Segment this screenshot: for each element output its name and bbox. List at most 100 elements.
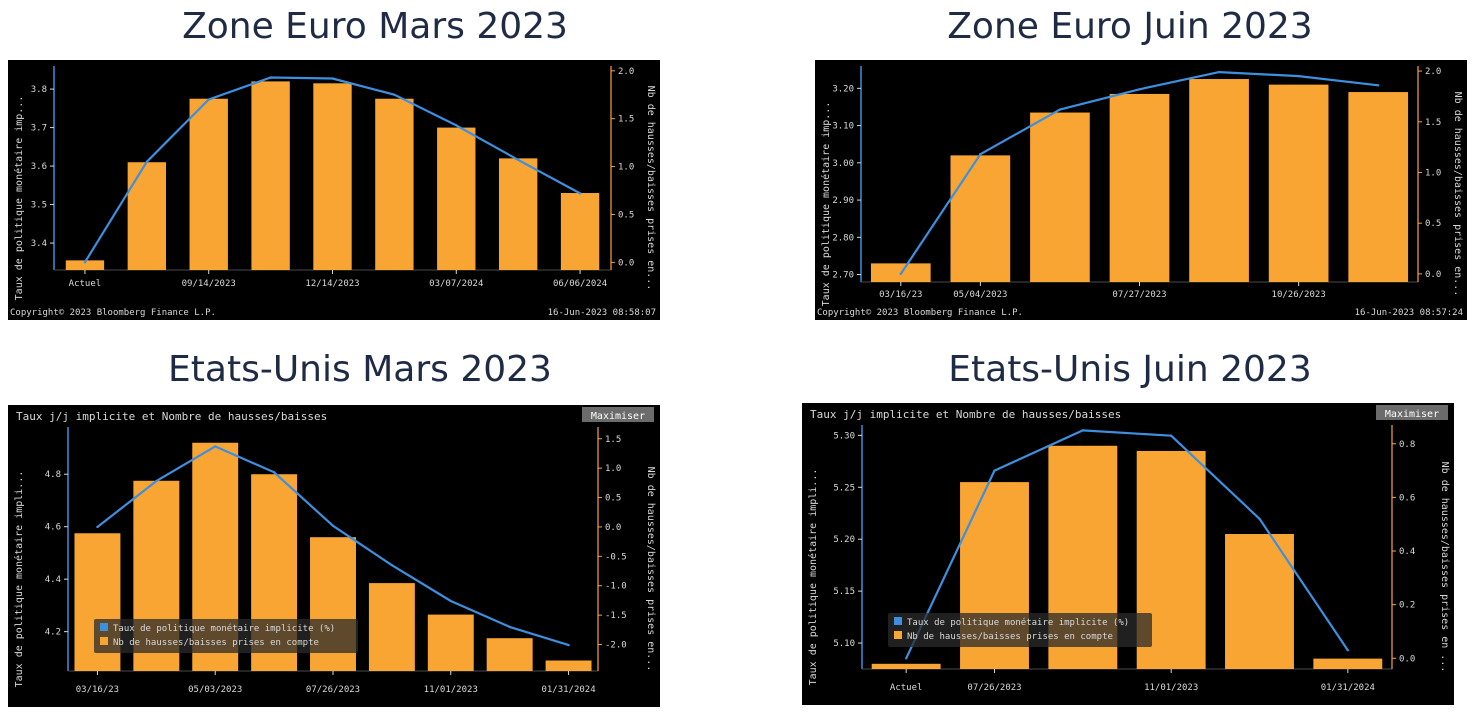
line-point — [455, 124, 458, 127]
y2-tick-label: 0.0 — [605, 523, 621, 533]
x-tick-label: 10/26/2023 — [1272, 290, 1326, 300]
y2-tick-label: 0.8 — [1399, 440, 1415, 450]
y-axis-title: Taux de politique monétaire imp... — [13, 96, 25, 301]
y2-tick-label: 1.5 — [1425, 118, 1441, 128]
bar — [545, 660, 592, 671]
y-tick-label: 5.20 — [833, 535, 855, 545]
bar — [251, 81, 290, 270]
x-tick-label: Actuel — [890, 683, 923, 693]
maximize-button: Maximiser — [1385, 409, 1439, 420]
y-tick-label: 4.8 — [45, 470, 61, 480]
x-tick-label: 12/14/2023 — [305, 279, 359, 289]
line-point — [979, 153, 982, 156]
y-tick-label: 3.7 — [31, 124, 47, 134]
line-point — [516, 158, 520, 162]
legend-label: Nb de hausses/baisses prises en compte — [113, 638, 319, 648]
bar — [486, 638, 533, 671]
y2-tick-label: 0.2 — [1399, 601, 1415, 611]
copyright-text: Copyright© 2023 Bloomberg Finance L.P. — [10, 308, 216, 318]
x-tick-label: 06/06/2024 — [553, 279, 607, 289]
y2-tick-label: -1.5 — [605, 611, 627, 621]
y2-tick-label: 1.0 — [605, 464, 621, 474]
chart-panel-etats-unis-juin: Taux j/j implicite et Nombre de hausses/… — [802, 403, 1454, 705]
line-point — [1138, 88, 1141, 91]
bar — [560, 193, 600, 270]
y2-axis-title: Nb de hausses/baisses prises en... — [645, 86, 656, 291]
y2-tick-label: 0.0 — [618, 258, 634, 268]
y2-tick-label: 0.0 — [1425, 270, 1441, 280]
chart-svg: 3.4 3.5 3.6 3.7 3.8 0.0 0.5 1.0 1.5 2.0 Taux de po… — [10, 66, 656, 318]
y2-tick-label: 2.0 — [618, 67, 634, 77]
x-tick-label: 03/16/23 — [76, 685, 119, 695]
line-point — [1058, 108, 1062, 111]
line-point — [272, 471, 276, 474]
x-tick-label: 03/07/2024 — [429, 279, 483, 289]
x-tick-label: Actuel — [69, 279, 102, 289]
line-point — [1346, 649, 1350, 652]
y2-tick-label: 1.5 — [618, 115, 634, 125]
panel-title: Taux j/j implicite et Nombre de hausses/… — [16, 410, 327, 423]
line-point — [1258, 517, 1261, 521]
y2-tick-label: 0.5 — [1425, 219, 1441, 229]
bar — [1030, 112, 1090, 282]
bar — [1109, 93, 1170, 282]
line-point — [331, 524, 335, 527]
bar — [498, 158, 538, 270]
line-point — [155, 479, 158, 483]
x-tick-label: 07/26/2023 — [967, 683, 1021, 693]
bar — [427, 614, 474, 671]
y2-tick-label: -1.0 — [605, 582, 627, 592]
line-point — [207, 98, 210, 101]
y-axis-title: Taux de politique monétaire imp... — [820, 102, 832, 307]
legend-label: Nb de hausses/baisses prises en compte — [907, 632, 1113, 642]
y2-tick-label: 0.5 — [605, 494, 621, 504]
y-tick-label: 3.5 — [31, 201, 47, 211]
y-tick-label: 3.8 — [31, 85, 47, 95]
y2-tick-label: 1.0 — [1425, 168, 1441, 178]
y2-tick-label: 0.5 — [618, 210, 634, 220]
bar — [375, 98, 414, 270]
timestamp-text: 16-Jun-2023 08:57:24 — [1355, 308, 1463, 318]
x-tick-label: 01/31/2024 — [1321, 683, 1375, 693]
timestamp-text: 16-Jun-2023 08:58:07 — [548, 308, 656, 318]
x-tick-label: 09/14/2023 — [182, 279, 236, 289]
bar — [1313, 658, 1383, 669]
bar — [189, 98, 228, 270]
bar — [437, 127, 476, 271]
line-point — [1217, 70, 1221, 74]
y-tick-label: 4.4 — [45, 575, 61, 585]
y-tick-label: 3.20 — [832, 84, 854, 94]
x-tick-label: 05/03/2023 — [188, 685, 242, 695]
chart-title: Etats-Unis Mars 2023 — [168, 349, 552, 390]
y-tick-label: 2.90 — [832, 196, 854, 206]
line-point — [214, 445, 217, 448]
bar — [368, 583, 415, 671]
line-point — [269, 76, 272, 79]
bar — [127, 162, 167, 270]
y-tick-label: 3.6 — [31, 162, 47, 172]
y2-tick-label: 1.0 — [618, 163, 634, 173]
chart-panel-zone-euro-juin: 2.70 2.80 2.90 3.00 3.10 3.20 0.0 0.5 1.0 1.5 2.0 T… — [815, 60, 1467, 320]
line-point — [390, 563, 394, 567]
y2-tick-label: 0.0 — [1399, 654, 1415, 664]
y2-tick-label: -2.0 — [605, 641, 627, 651]
legend-box — [888, 613, 1152, 647]
line-point — [1297, 74, 1300, 78]
x-tick-label: 07/27/2023 — [1112, 290, 1166, 300]
y-tick-label: 4.6 — [45, 523, 61, 533]
y2-tick-label: 2.0 — [1425, 67, 1441, 77]
x-tick-label: 01/31/2024 — [541, 685, 595, 695]
legend-label: Taux de politique monétaire implicite (%… — [907, 617, 1129, 628]
y-axis-title: Taux de politique monétaire impli... — [807, 469, 819, 686]
y-tick-label: 5.25 — [833, 483, 855, 493]
bar — [950, 155, 1011, 282]
x-tick-label: 11/01/2023 — [1144, 683, 1198, 693]
line-point — [145, 160, 149, 163]
bar — [313, 83, 352, 270]
y2-tick-label: 0.4 — [1399, 547, 1415, 557]
maximize-button: Maximiser — [591, 411, 645, 422]
line-point — [96, 525, 99, 529]
line-point — [567, 643, 570, 647]
line-point — [578, 192, 582, 195]
y2-tick-label: -0.5 — [605, 552, 627, 562]
